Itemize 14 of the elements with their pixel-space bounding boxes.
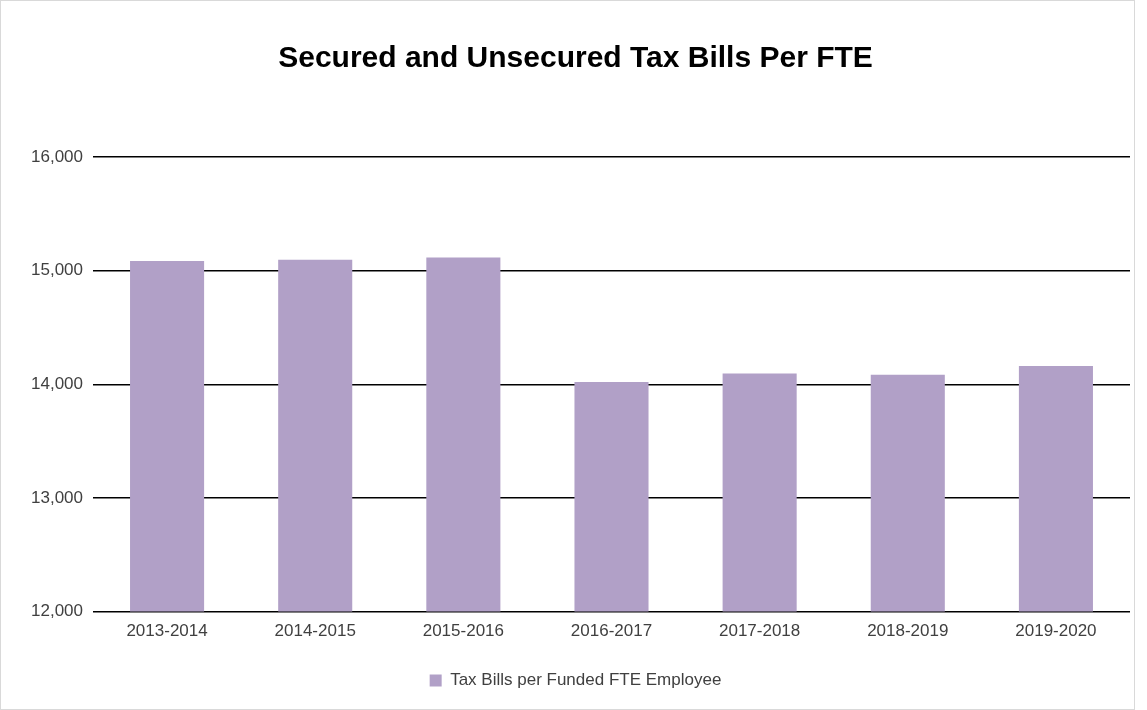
- x-tick-label: 2018-2019: [867, 621, 949, 641]
- y-tick-label: 15,000: [31, 260, 83, 280]
- y-tick-label: 16,000: [31, 146, 83, 166]
- y-tick-label: 12,000: [31, 601, 83, 621]
- chart-title: Secured and Unsecured Tax Bills Per FTE: [278, 40, 873, 74]
- legend-label: Tax Bills per Funded FTE Employee: [450, 670, 722, 690]
- x-tick-label: 2016-2017: [570, 621, 653, 641]
- x-tick-label: 2017-2018: [718, 621, 801, 641]
- x-tick-label: 2014-2015: [274, 621, 356, 641]
- x-tick-label: 2015-2016: [422, 621, 505, 641]
- x-tick-label: 2013-2014: [126, 621, 208, 641]
- y-tick-label: 13,000: [31, 487, 83, 507]
- y-tick-label: 14,000: [31, 373, 83, 393]
- x-tick-label: 2019-2020: [1015, 621, 1097, 641]
